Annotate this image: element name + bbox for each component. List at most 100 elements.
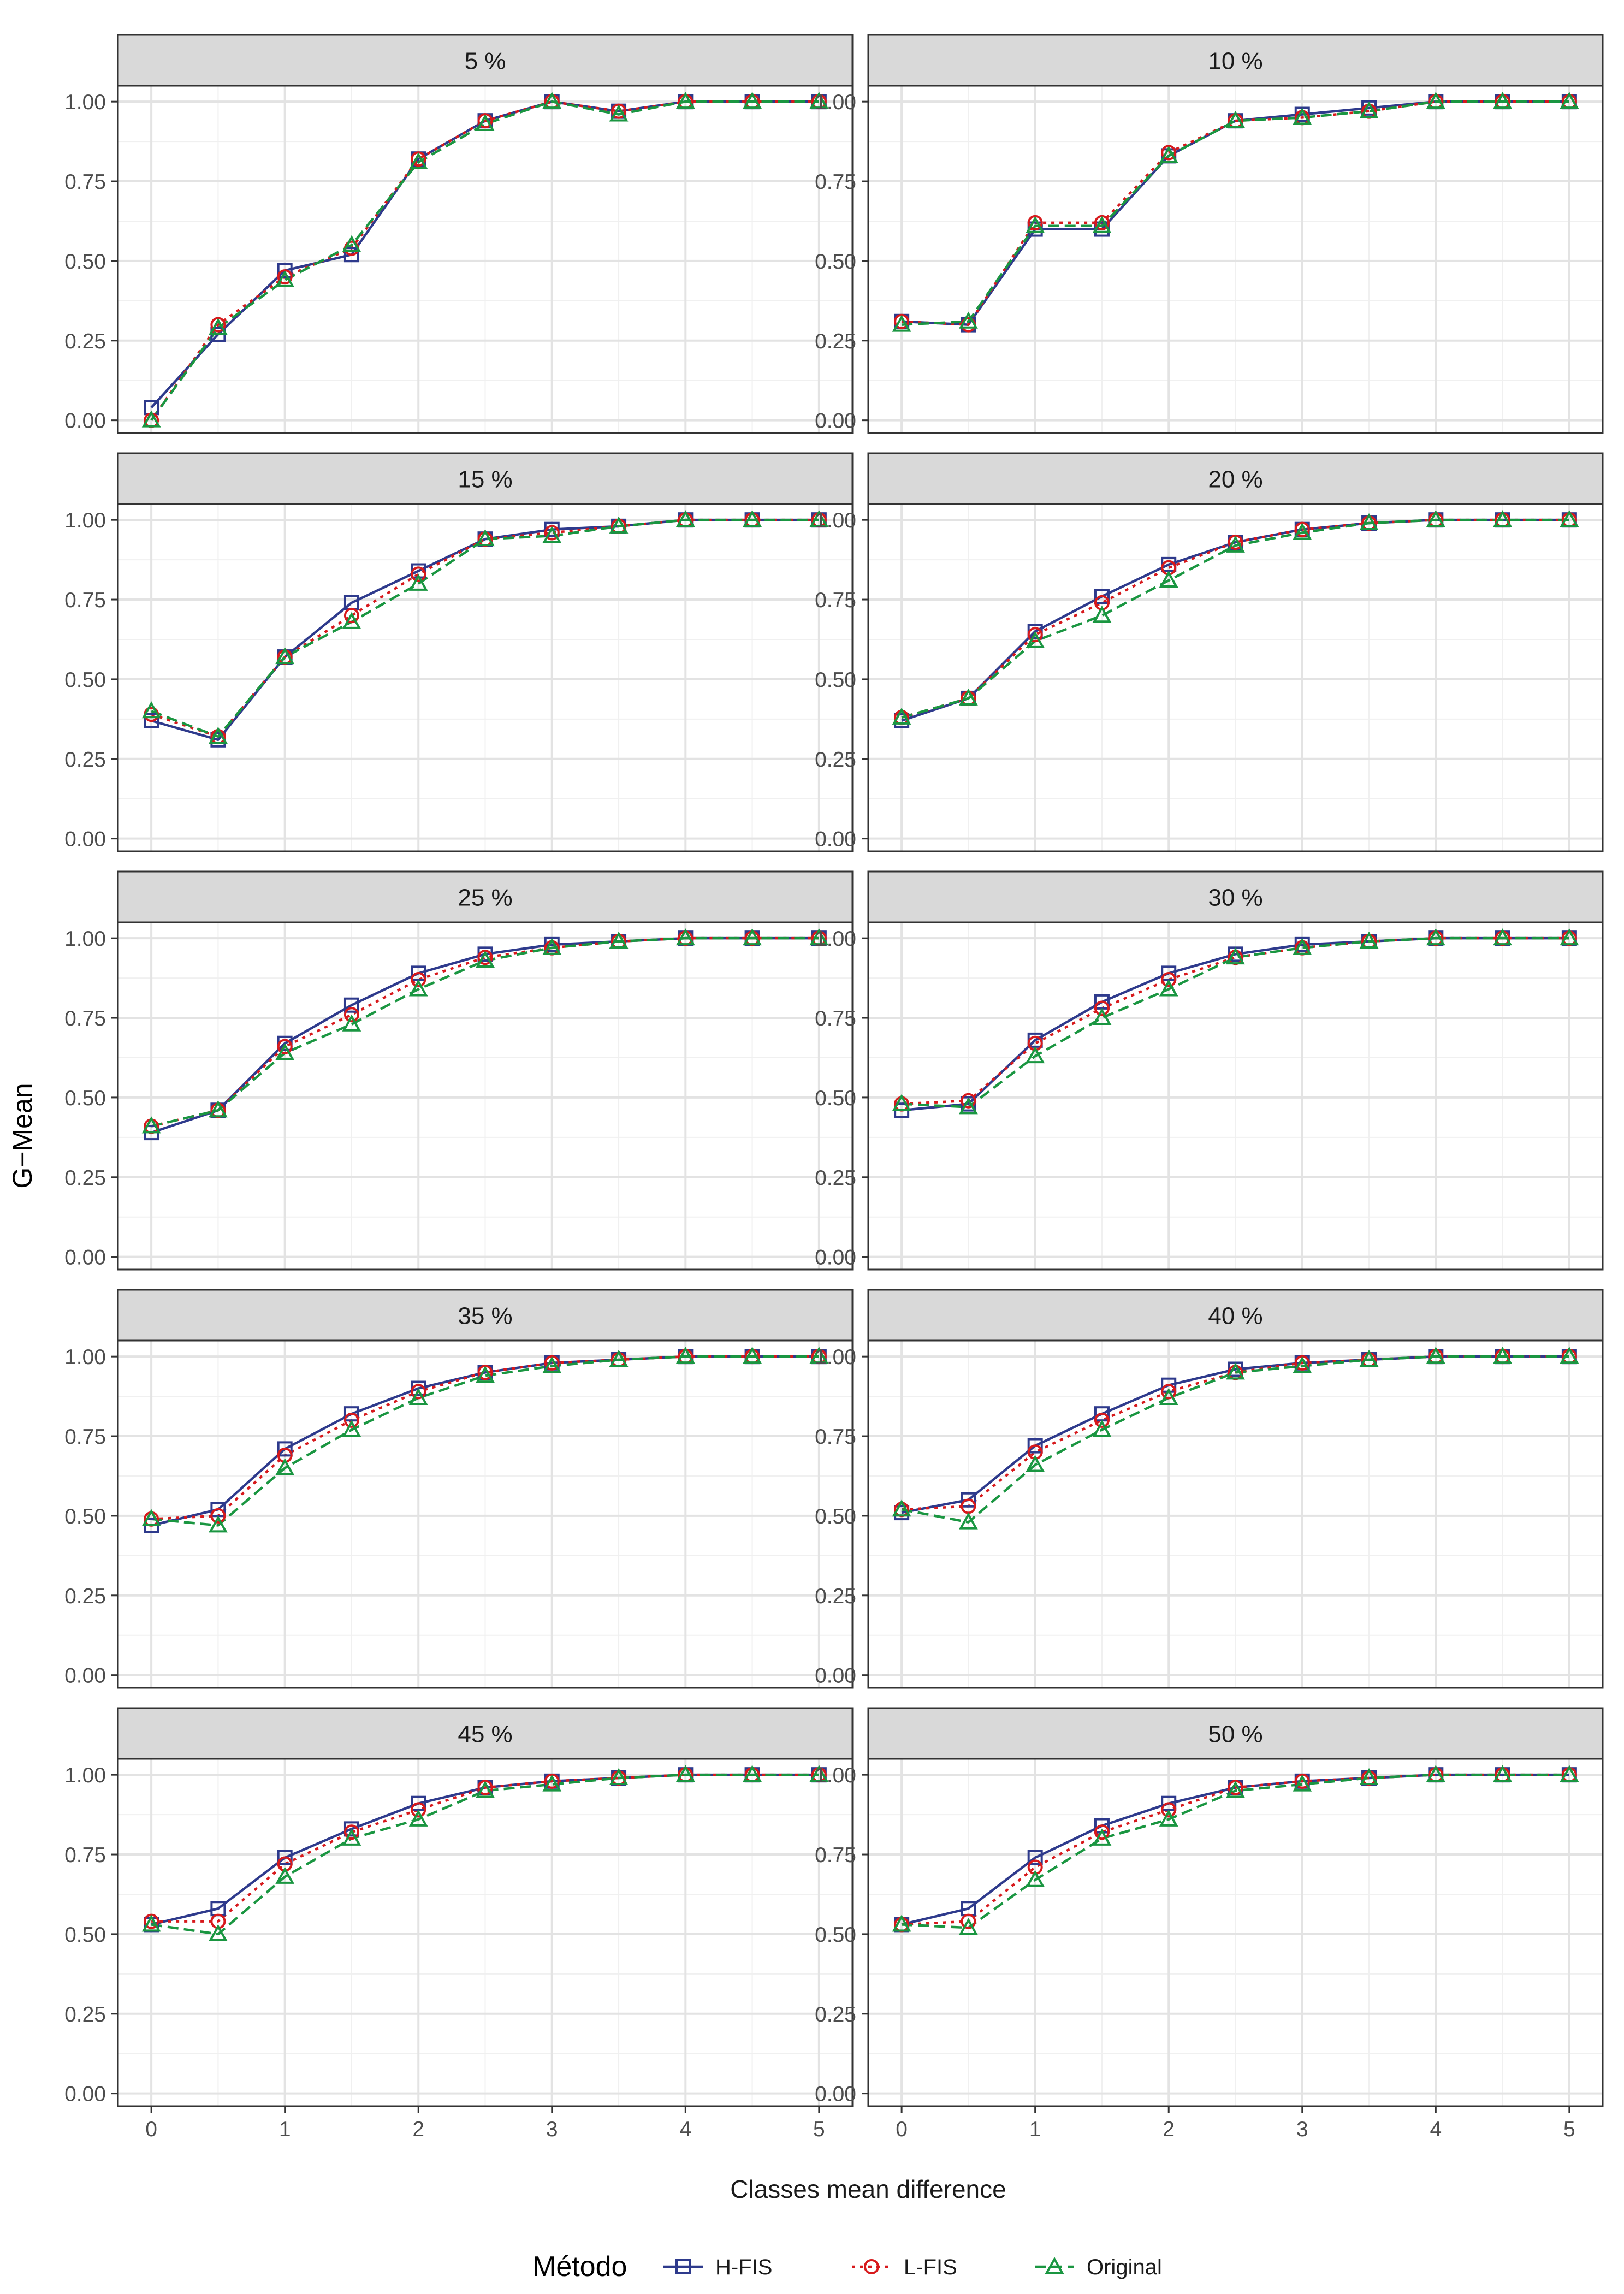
y-tick-label: 0.50 bbox=[815, 1923, 856, 1947]
x-tick-label: 2 bbox=[412, 2118, 424, 2141]
data-point-l-fis bbox=[277, 1039, 293, 1054]
data-point-original bbox=[1092, 1420, 1112, 1437]
y-tick-label: 0.75 bbox=[64, 1425, 106, 1449]
panel-9: 45 % 0.00 0.25 0.50 0.75 1.00 0 1 2 3 4 5 bbox=[64, 1707, 854, 2141]
facet-title: 20 % bbox=[1208, 466, 1263, 493]
series-line-original bbox=[902, 100, 1569, 326]
data-point-l-fis bbox=[210, 1508, 226, 1524]
series-line-original bbox=[902, 936, 1569, 1109]
x-tick-label: 0 bbox=[145, 2118, 157, 2141]
y-tick-label: 1.00 bbox=[64, 1345, 106, 1369]
panel-6: 30 % 0.00 0.25 0.50 0.75 1.00 bbox=[815, 870, 1604, 1271]
facet-strip bbox=[117, 452, 854, 505]
facet-strip bbox=[867, 1289, 1604, 1342]
data-point-original bbox=[958, 1097, 978, 1115]
facet-title: 10 % bbox=[1208, 48, 1263, 75]
data-point-original bbox=[1293, 523, 1312, 540]
data-point-original bbox=[342, 612, 361, 629]
x-tick-label: 0 bbox=[896, 2118, 908, 2141]
y-tick-label: 0.00 bbox=[815, 828, 856, 851]
y-tick-label: 0.00 bbox=[815, 1664, 856, 1688]
data-point-original bbox=[476, 950, 495, 968]
data-point-h-fis bbox=[1027, 1850, 1043, 1865]
facet-title: 35 % bbox=[458, 1303, 512, 1330]
y-tick-label: 0.00 bbox=[64, 1246, 106, 1270]
y-tick-label: 1.00 bbox=[64, 91, 106, 114]
panel-border bbox=[117, 85, 854, 434]
data-point-original bbox=[1226, 111, 1245, 128]
series-line-original bbox=[151, 1355, 819, 1527]
x-tick-label: 3 bbox=[546, 2118, 558, 2141]
y-tick-label: 0.75 bbox=[815, 1007, 856, 1030]
data-point-h-fis bbox=[343, 247, 359, 263]
data-point-original bbox=[342, 1828, 361, 1846]
y-tick-label: 0.00 bbox=[64, 1664, 106, 1688]
x-axis-label: Classes mean difference bbox=[730, 2175, 1006, 2203]
legend-entry-label: H-FIS bbox=[715, 2255, 772, 2279]
data-point-original bbox=[743, 1347, 762, 1364]
data-point-original bbox=[1359, 1349, 1379, 1367]
data-point-original bbox=[342, 1014, 361, 1032]
panel-5: 25 % 0.00 0.25 0.50 0.75 1.00 bbox=[64, 870, 854, 1271]
data-point-original bbox=[1092, 1828, 1112, 1846]
data-point-original bbox=[1226, 1781, 1245, 1798]
y-tick-label: 1.00 bbox=[64, 1764, 106, 1787]
y-tick-label: 0.50 bbox=[815, 1505, 856, 1528]
data-point-original bbox=[1226, 1362, 1245, 1380]
y-tick-label: 0.25 bbox=[815, 1585, 856, 1608]
data-point-original bbox=[609, 1768, 629, 1786]
y-tick-label: 1.00 bbox=[815, 927, 856, 951]
y-tick-label: 0.25 bbox=[815, 1166, 856, 1190]
series-line-original bbox=[901, 518, 1569, 719]
y-tick-label: 0.50 bbox=[64, 250, 106, 274]
panel-border bbox=[867, 1339, 1604, 1689]
data-point-l-fis bbox=[1161, 972, 1177, 988]
data-point-original bbox=[1560, 510, 1579, 527]
panel-border bbox=[117, 1758, 854, 2107]
data-point-original bbox=[1493, 1347, 1513, 1364]
data-point-l-fis bbox=[411, 566, 426, 582]
data-point-original bbox=[1159, 1809, 1178, 1827]
x-tick-label: 2 bbox=[1163, 2118, 1175, 2141]
data-point-original bbox=[476, 529, 495, 547]
panel-4: 20 % 0.00 0.25 0.50 0.75 1.00 bbox=[815, 452, 1604, 852]
data-point-original bbox=[1159, 570, 1178, 588]
data-point-original bbox=[1493, 928, 1513, 946]
data-point-l-fis bbox=[343, 1412, 359, 1428]
y-tick-label: 0.25 bbox=[64, 2003, 106, 2026]
y-tick-label: 0.00 bbox=[815, 2083, 856, 2106]
data-point-original bbox=[609, 931, 629, 949]
data-point-original bbox=[1426, 1347, 1445, 1364]
y-tick-label: 0.25 bbox=[815, 748, 856, 772]
y-tick-label: 0.50 bbox=[64, 668, 106, 692]
data-point-l-fis bbox=[411, 972, 426, 988]
data-point-original bbox=[1026, 1455, 1045, 1472]
x-tick-label: 1 bbox=[279, 2118, 291, 2141]
data-point-original bbox=[1493, 510, 1513, 527]
y-tick-label: 0.50 bbox=[64, 1087, 106, 1110]
data-point-original bbox=[1092, 606, 1112, 623]
data-point-original bbox=[208, 1515, 228, 1533]
data-point-original bbox=[1026, 1870, 1045, 1887]
y-tick-label: 0.75 bbox=[815, 170, 856, 194]
data-point-original bbox=[892, 1094, 911, 1111]
data-point-l-fis bbox=[961, 1913, 976, 1929]
y-tick-label: 0.25 bbox=[815, 2003, 856, 2026]
data-point-l-fis bbox=[1094, 1412, 1110, 1428]
data-point-original bbox=[1159, 979, 1178, 997]
data-point-original bbox=[809, 92, 829, 109]
data-point-original bbox=[1426, 1765, 1445, 1782]
data-point-original bbox=[1359, 1768, 1379, 1786]
panel-1: 5 % 0.00 0.25 0.50 0.75 1.00 bbox=[64, 34, 854, 434]
data-point-original bbox=[1092, 216, 1112, 233]
data-point-l-fis bbox=[1027, 627, 1043, 643]
data-point-original bbox=[1226, 535, 1245, 553]
data-point-h-fis bbox=[1027, 1438, 1043, 1454]
data-point-l-fis bbox=[961, 1093, 976, 1109]
data-point-original bbox=[141, 1914, 161, 1932]
data-point-original bbox=[675, 1347, 695, 1364]
data-point-original bbox=[141, 410, 161, 428]
data-point-original bbox=[476, 1366, 495, 1383]
data-point-original bbox=[1493, 1765, 1513, 1782]
